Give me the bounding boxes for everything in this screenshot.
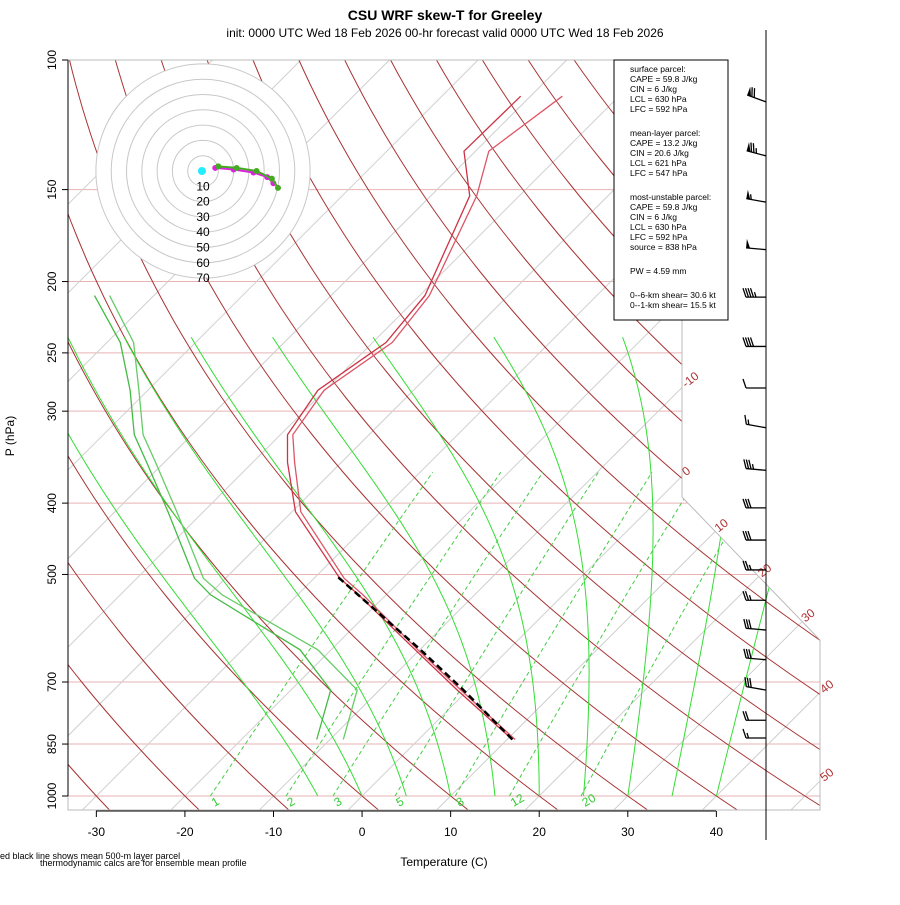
y-tick-label: 200 bbox=[45, 271, 59, 291]
info-line: CAPE = 13.2 J/kg bbox=[630, 138, 698, 148]
x-tick-label: 0 bbox=[359, 825, 366, 839]
hodograph-ring-label: 60 bbox=[196, 256, 210, 270]
info-line: 0--6-km shear= 30.6 kt bbox=[630, 290, 716, 300]
hodograph-point bbox=[215, 163, 221, 169]
storm-motion bbox=[198, 167, 206, 175]
x-tick-label: -10 bbox=[265, 825, 283, 839]
x-tick-label: 30 bbox=[621, 825, 635, 839]
info-line: surface parcel: bbox=[630, 64, 686, 74]
y-tick-label: 150 bbox=[45, 179, 59, 199]
y-tick-label: 500 bbox=[45, 564, 59, 584]
hodograph-ring-label: 40 bbox=[196, 225, 210, 239]
x-tick-label: 40 bbox=[710, 825, 724, 839]
barb-half bbox=[751, 194, 752, 199]
barb-feather bbox=[751, 143, 752, 152]
hodograph-point bbox=[269, 176, 275, 182]
hodograph-ring-label: 50 bbox=[196, 241, 210, 255]
hodograph-ring-label: 70 bbox=[196, 271, 210, 285]
info-line: LFC = 592 hPa bbox=[630, 104, 688, 114]
hodograph-ring-label: 10 bbox=[196, 179, 210, 193]
info-line: LCL = 630 hPa bbox=[630, 94, 687, 104]
chart-title: CSU WRF skew-T for Greeley bbox=[348, 7, 543, 23]
x-tick-label: 10 bbox=[444, 825, 458, 839]
hodograph-ring-label: 30 bbox=[196, 210, 210, 224]
x-tick-label: -30 bbox=[88, 825, 106, 839]
info-line: CIN = 6 J/kg bbox=[630, 212, 677, 222]
info-line: source = 838 hPa bbox=[630, 242, 697, 252]
info-line: PW = 4.59 mm bbox=[630, 266, 686, 276]
info-line: mean-layer parcel: bbox=[630, 128, 700, 138]
info-line: LFC = 547 hPa bbox=[630, 168, 688, 178]
info-line: CAPE = 59.8 J/kg bbox=[630, 74, 698, 84]
hodograph-point bbox=[254, 168, 260, 174]
info-line: CAPE = 59.8 J/kg bbox=[630, 202, 698, 212]
y-tick-label: 100 bbox=[45, 50, 59, 70]
barb-half bbox=[748, 420, 749, 425]
info-line: CIN = 6 J/kg bbox=[630, 84, 677, 94]
info-line: LCL = 630 hPa bbox=[630, 222, 687, 232]
y-tick-label: 250 bbox=[45, 343, 59, 363]
barb-feather bbox=[753, 143, 754, 152]
hodograph-point bbox=[234, 165, 240, 171]
y-tick-label: 300 bbox=[45, 401, 59, 421]
info-line: most-unstable parcel: bbox=[630, 192, 711, 202]
y-tick-label: 850 bbox=[45, 734, 59, 754]
y-tick-label: 400 bbox=[45, 493, 59, 513]
x-tick-label: 20 bbox=[533, 825, 547, 839]
chart-subtitle: init: 0000 UTC Wed 18 Feb 2026 00-hr for… bbox=[226, 26, 663, 40]
info-line: LFC = 592 hPa bbox=[630, 232, 688, 242]
hodograph-ring-label: 20 bbox=[196, 195, 210, 209]
info-line: 0--1-km shear= 15.5 kt bbox=[630, 300, 716, 310]
y-tick-label: 700 bbox=[45, 672, 59, 692]
footnote: thermodynamic calcs are for ensemble mea… bbox=[40, 858, 247, 868]
x-tick-label: -20 bbox=[176, 825, 194, 839]
y-tick-label: 1000 bbox=[45, 782, 59, 809]
info-line: LCL = 621 hPa bbox=[630, 158, 687, 168]
x-axis-label: Temperature (C) bbox=[400, 855, 487, 869]
y-axis-label: P (hPa) bbox=[3, 416, 17, 456]
info-line: CIN = 20.6 J/kg bbox=[630, 148, 689, 158]
hodograph-point bbox=[275, 185, 281, 191]
